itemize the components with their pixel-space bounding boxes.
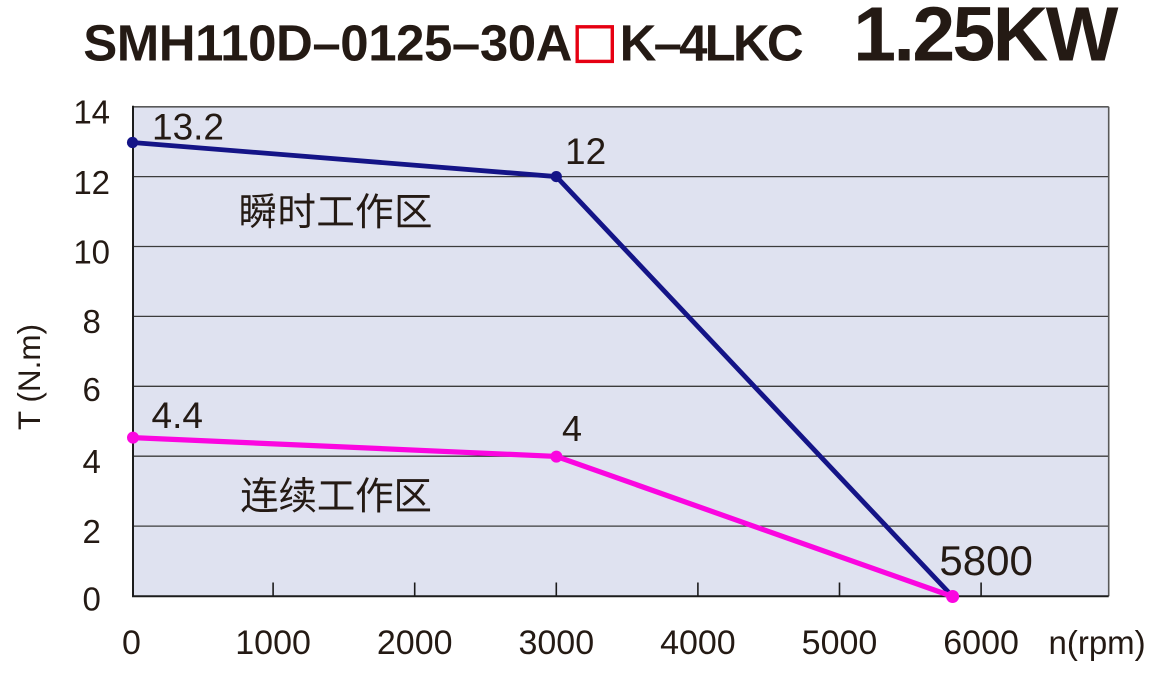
svg-text:0: 0 [83,581,101,618]
svg-text:13.2: 13.2 [152,106,224,147]
svg-text:14: 14 [73,93,110,130]
svg-text:4000: 4000 [660,624,736,662]
svg-text:2: 2 [83,513,101,550]
svg-text:1000: 1000 [235,624,311,662]
svg-text:5000: 5000 [802,624,878,662]
svg-text:8: 8 [83,303,101,340]
svg-text:1.25KW: 1.25KW [853,0,1118,78]
svg-text:6000: 6000 [943,624,1019,662]
svg-text:4: 4 [562,408,582,449]
svg-text:12: 12 [565,131,606,172]
svg-text:0: 0 [122,624,141,662]
svg-text:4.4: 4.4 [152,395,203,436]
svg-text:5800: 5800 [939,537,1032,584]
svg-text:K–4LKC: K–4LKC [620,15,803,72]
svg-text:12: 12 [73,164,110,201]
svg-text:3000: 3000 [518,624,594,662]
svg-text:T (N.m): T (N.m) [11,324,47,430]
svg-text:2000: 2000 [377,624,453,662]
svg-text:SMH110D–0125–30A: SMH110D–0125–30A [83,15,572,72]
svg-text:10: 10 [73,234,110,271]
svg-text:n(rpm): n(rpm) [1049,624,1146,661]
svg-text:6: 6 [83,371,101,408]
svg-text:4: 4 [83,443,101,480]
